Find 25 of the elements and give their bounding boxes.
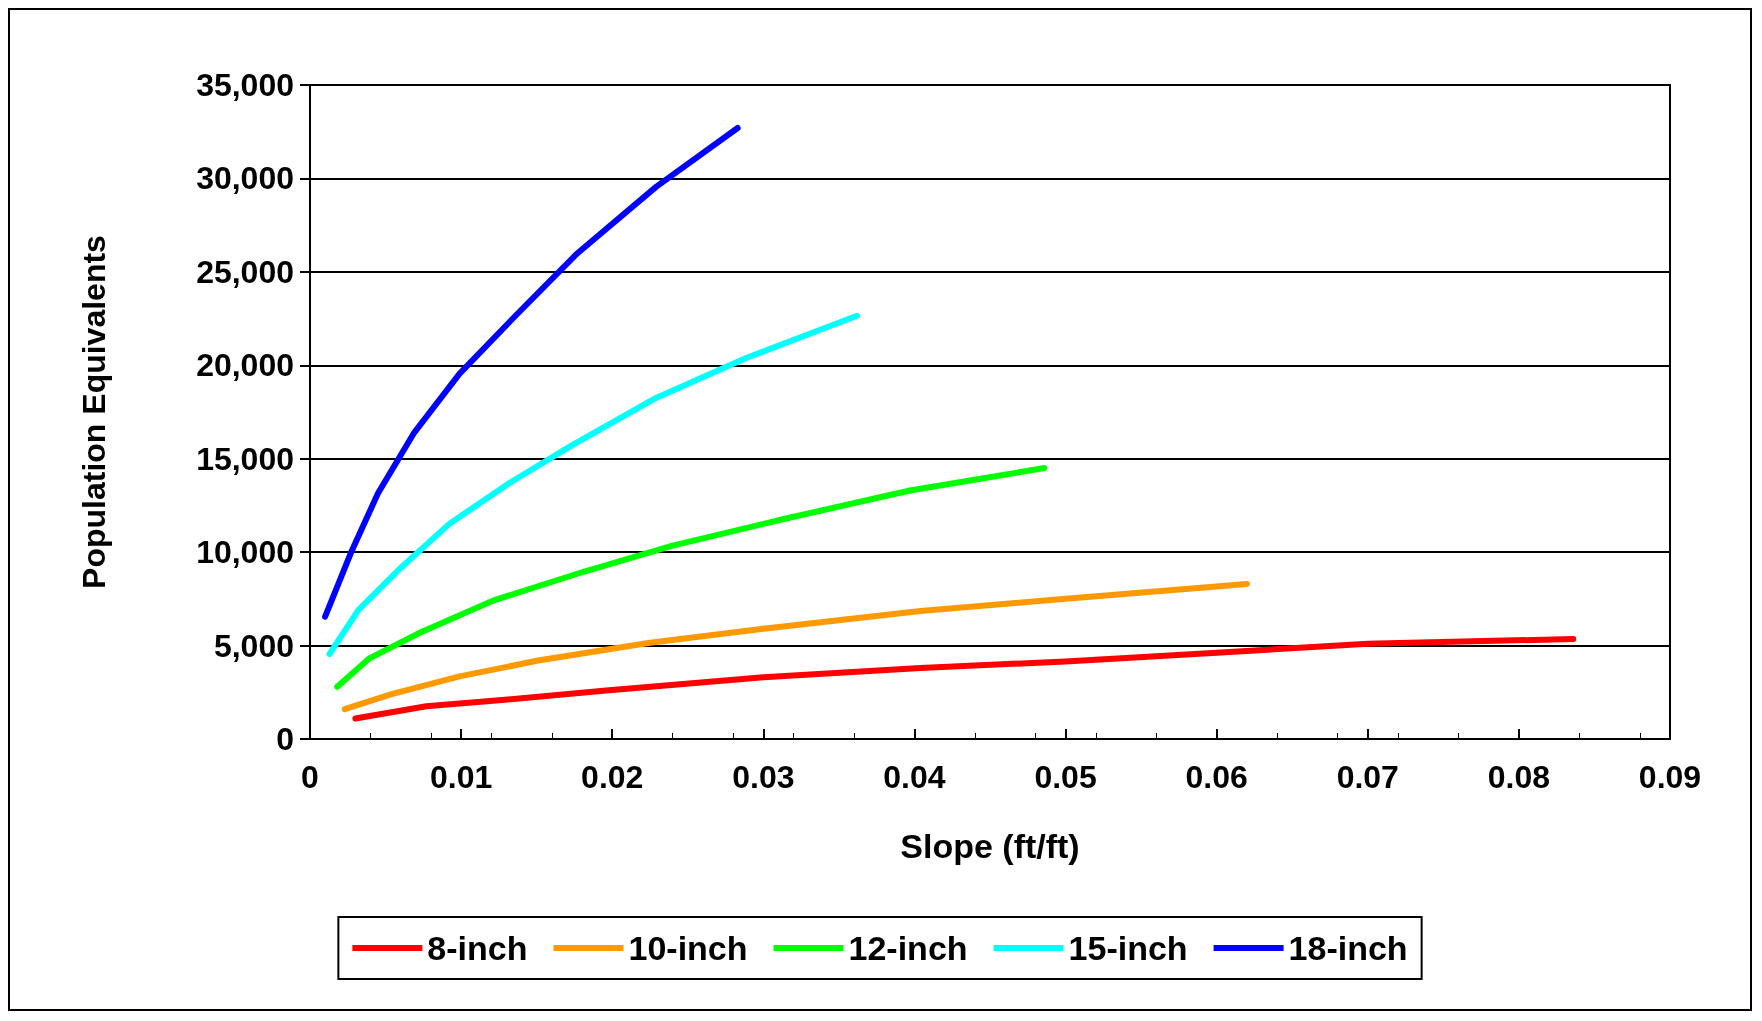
x-tick-label: 0.09: [1638, 759, 1702, 795]
y-tick-label: 10,000: [196, 534, 294, 571]
x-axis-title: Slope (ft/ft): [900, 827, 1080, 865]
x-tick-label: 0.07: [1336, 759, 1399, 795]
y-tick-label: 30,000: [196, 160, 294, 197]
legend-label: 15-inch: [1068, 929, 1188, 967]
y-tick-label: 15,000: [196, 440, 294, 477]
y-axis-title: Population Equivalents: [76, 235, 112, 589]
y-tick-label: 20,000: [196, 347, 294, 384]
x-tick-label: 0.06: [1185, 759, 1248, 795]
y-tick-label: 25,000: [196, 253, 294, 290]
y-tick-label: 35,000: [196, 67, 294, 103]
y-tick-label: 0: [276, 721, 294, 757]
legend-label: 10-inch: [628, 929, 748, 967]
y-tick-label: 5,000: [213, 627, 294, 664]
legend-label: 12-inch: [848, 929, 968, 967]
x-tick-label: 0.08: [1487, 759, 1551, 795]
x-tick-label: 0.05: [1034, 759, 1097, 795]
x-tick-label: 0.04: [883, 759, 946, 795]
x-tick-label: 0.02: [581, 759, 644, 795]
x-tick-label: 0.01: [429, 759, 493, 795]
x-tick-label: 0: [301, 759, 319, 795]
legend-label: 8-inch: [427, 929, 528, 967]
legend-label: 18-inch: [1288, 929, 1408, 967]
x-tick-label: 0.03: [732, 759, 795, 795]
